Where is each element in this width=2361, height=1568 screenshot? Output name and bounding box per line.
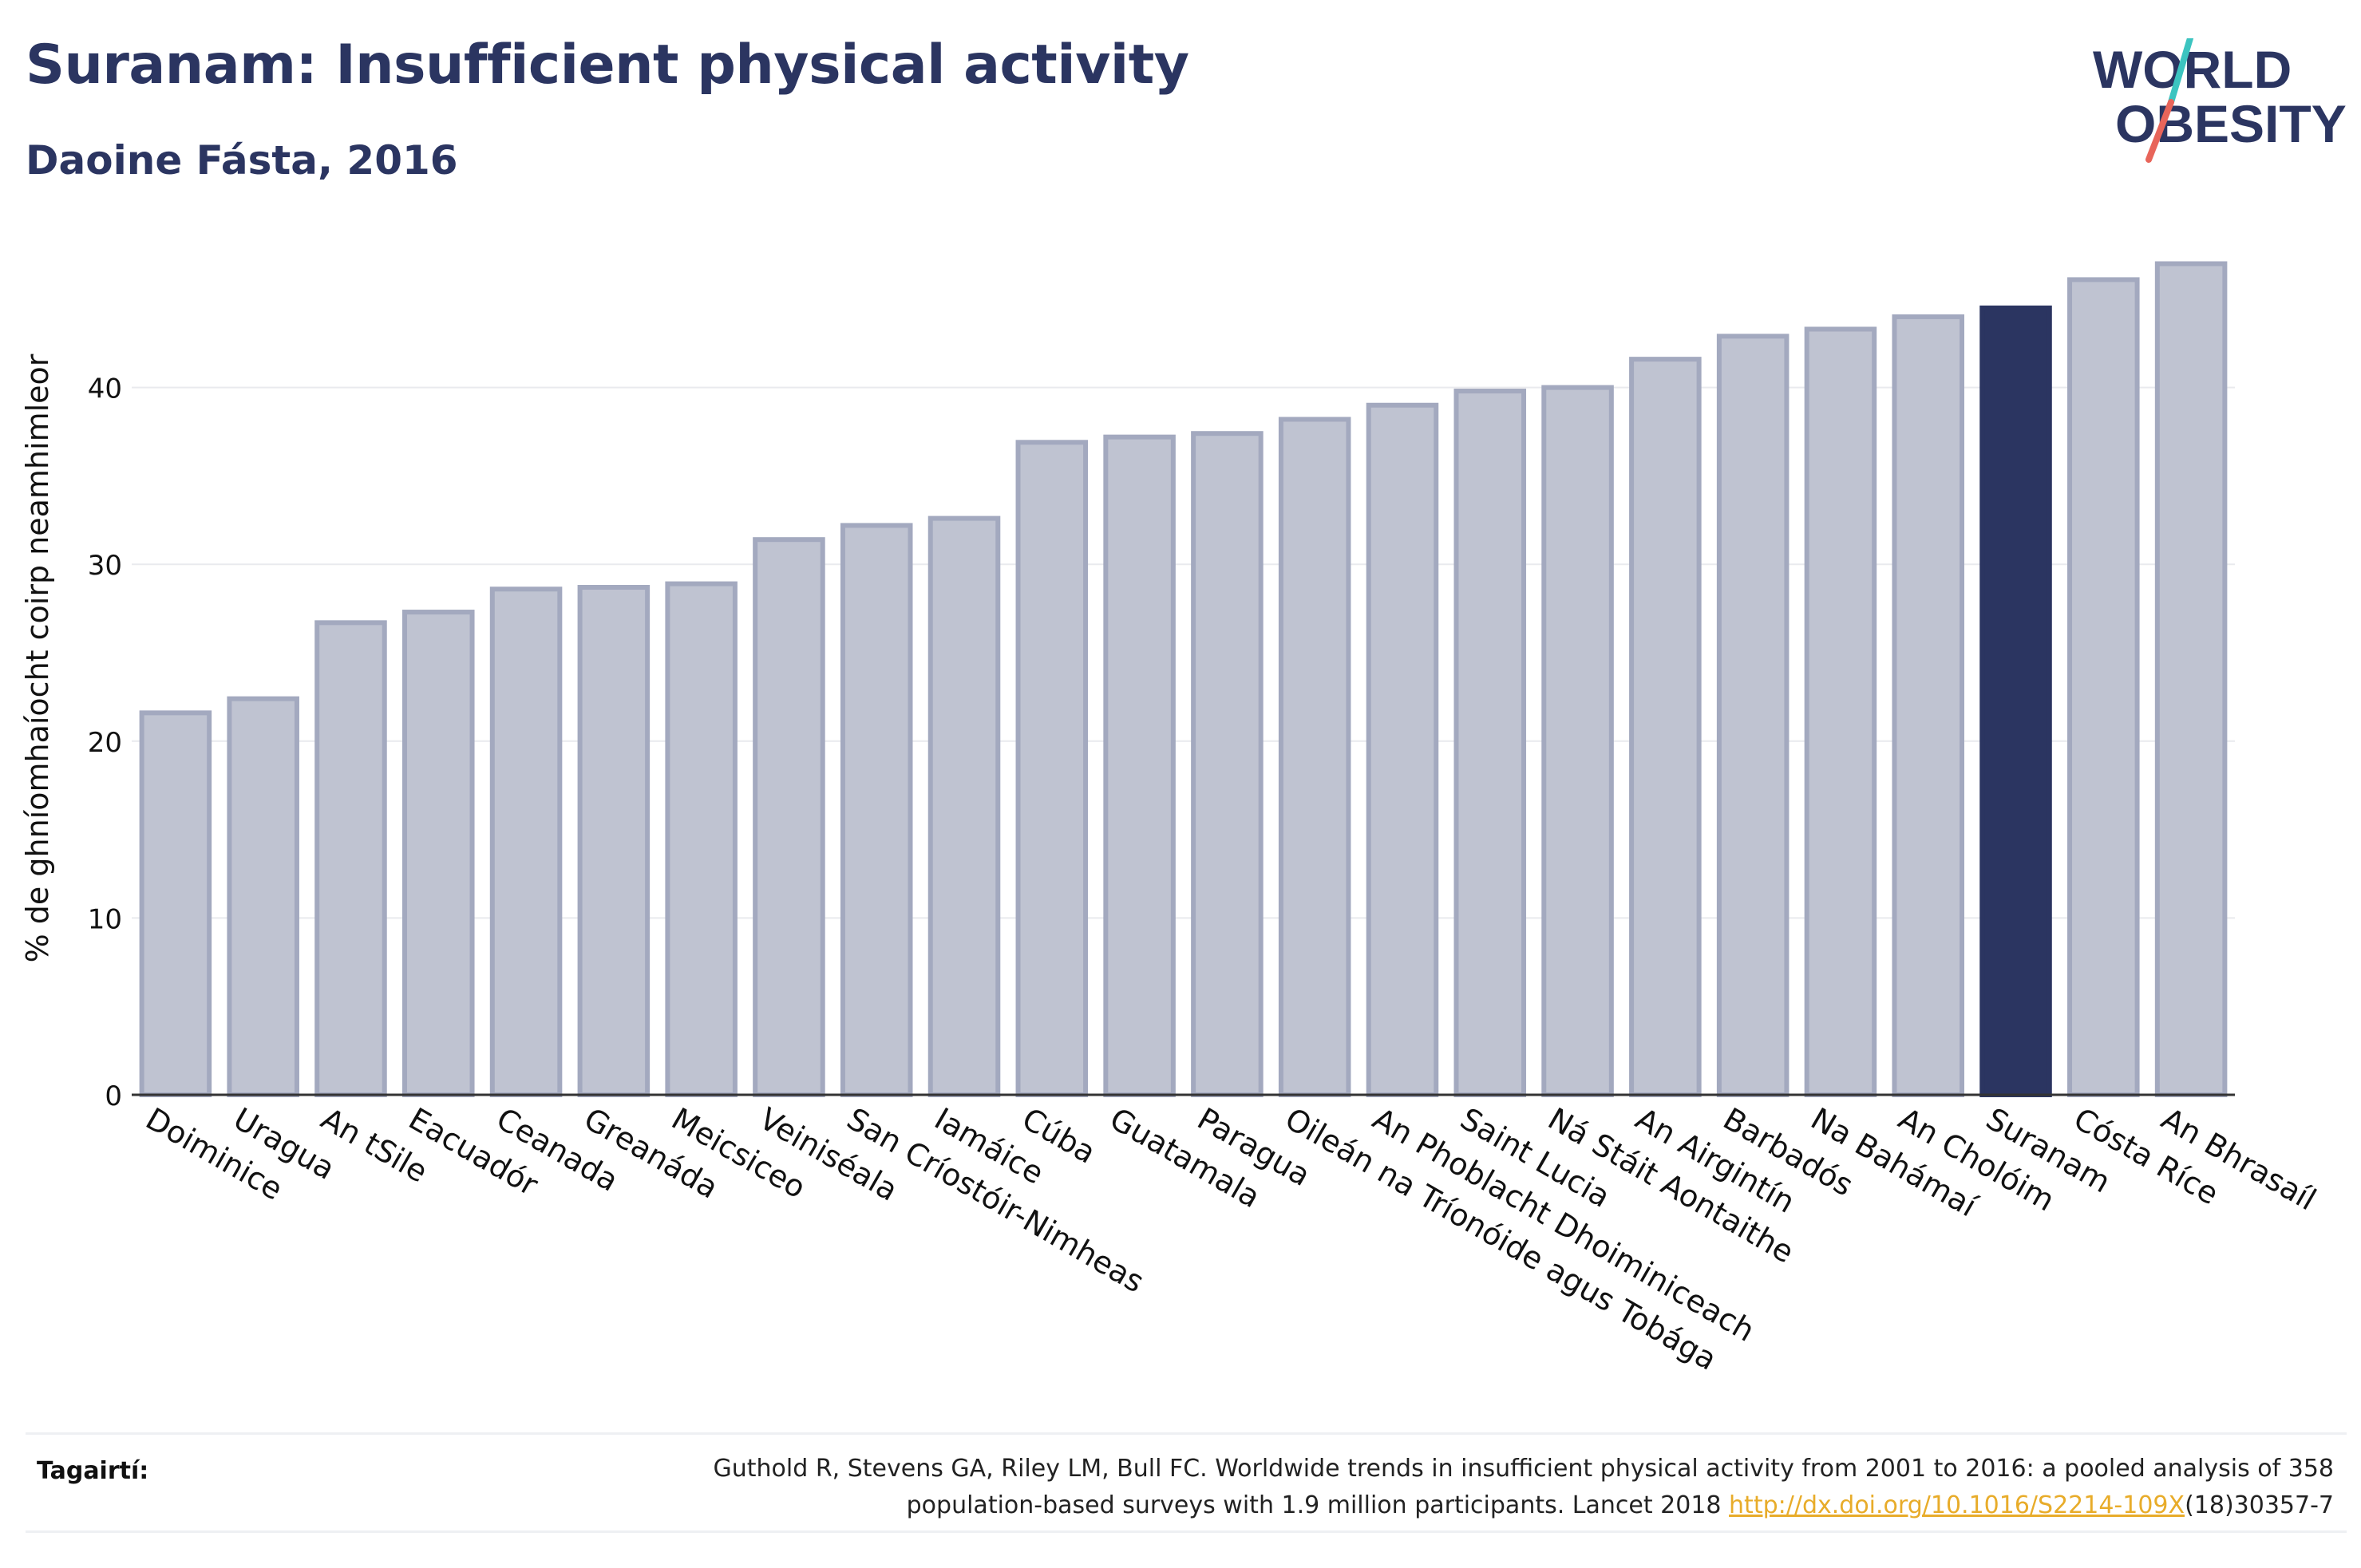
- logo-slash-bottom: [2145, 99, 2174, 163]
- bar: [1191, 431, 1264, 1097]
- logo-line1: WORLD: [2093, 40, 2292, 99]
- references-line2-start: population-based surveys with 1.9 millio…: [906, 1491, 1730, 1519]
- bar: [489, 587, 563, 1097]
- bar: [2067, 277, 2140, 1097]
- bar: [1804, 326, 1877, 1097]
- bar: [577, 585, 651, 1097]
- grid-lines: [132, 386, 2235, 919]
- y-tick-label: 0: [105, 1080, 122, 1112]
- y-axis-label: % de ghníomhaíocht coirp neamhimleor: [20, 353, 55, 962]
- y-tick-label: 20: [88, 727, 122, 759]
- bar: [402, 610, 475, 1097]
- y-axis-ticks: 0 10 20 30 40: [88, 373, 122, 1112]
- references-line2: population-based surveys with 1.9 millio…: [498, 1487, 2334, 1524]
- bars: [139, 261, 2228, 1098]
- bar: [665, 581, 738, 1097]
- bar: [1892, 314, 1964, 1097]
- bar: [1629, 357, 1702, 1098]
- bar: [1716, 334, 1790, 1097]
- bar: [1015, 440, 1089, 1097]
- bar: [314, 620, 387, 1097]
- references-label: Tagairtí:: [37, 1457, 149, 1485]
- world-obesity-logo: WORLD OBESITY: [2093, 38, 2347, 163]
- bar-highlight: [1979, 305, 2052, 1097]
- y-tick-label: 40: [88, 373, 122, 405]
- y-tick-label: 30: [88, 550, 122, 582]
- bar: [139, 710, 212, 1097]
- page-subtitle: Daoine Fásta, 2016: [26, 137, 458, 184]
- bar: [840, 523, 913, 1097]
- references-text: Guthold R, Stevens GA, Riley LM, Bull FC…: [498, 1451, 2334, 1524]
- bar: [1541, 385, 1614, 1098]
- logo-slash-top: [2168, 38, 2193, 105]
- bar: [227, 696, 299, 1098]
- bar: [1103, 434, 1176, 1097]
- doi-link[interactable]: http://dx.doi.org/10.1016/S2214-109X: [1729, 1491, 2185, 1519]
- page-title: Suranam: Insufficient physical activity: [26, 34, 1189, 97]
- bar: [1278, 417, 1351, 1097]
- references-divider-bottom: [26, 1530, 2347, 1533]
- bar: [2154, 261, 2228, 1098]
- bar: [927, 515, 1001, 1097]
- references-line2-end: (18)30357-7: [2185, 1491, 2334, 1519]
- references-line1: Guthold R, Stevens GA, Riley LM, Bull FC…: [713, 1455, 2334, 1483]
- y-tick-label: 10: [88, 903, 122, 935]
- bar: [1453, 389, 1527, 1098]
- bar: [753, 537, 825, 1097]
- references-divider-top: [26, 1432, 2347, 1435]
- bar: [1366, 402, 1439, 1097]
